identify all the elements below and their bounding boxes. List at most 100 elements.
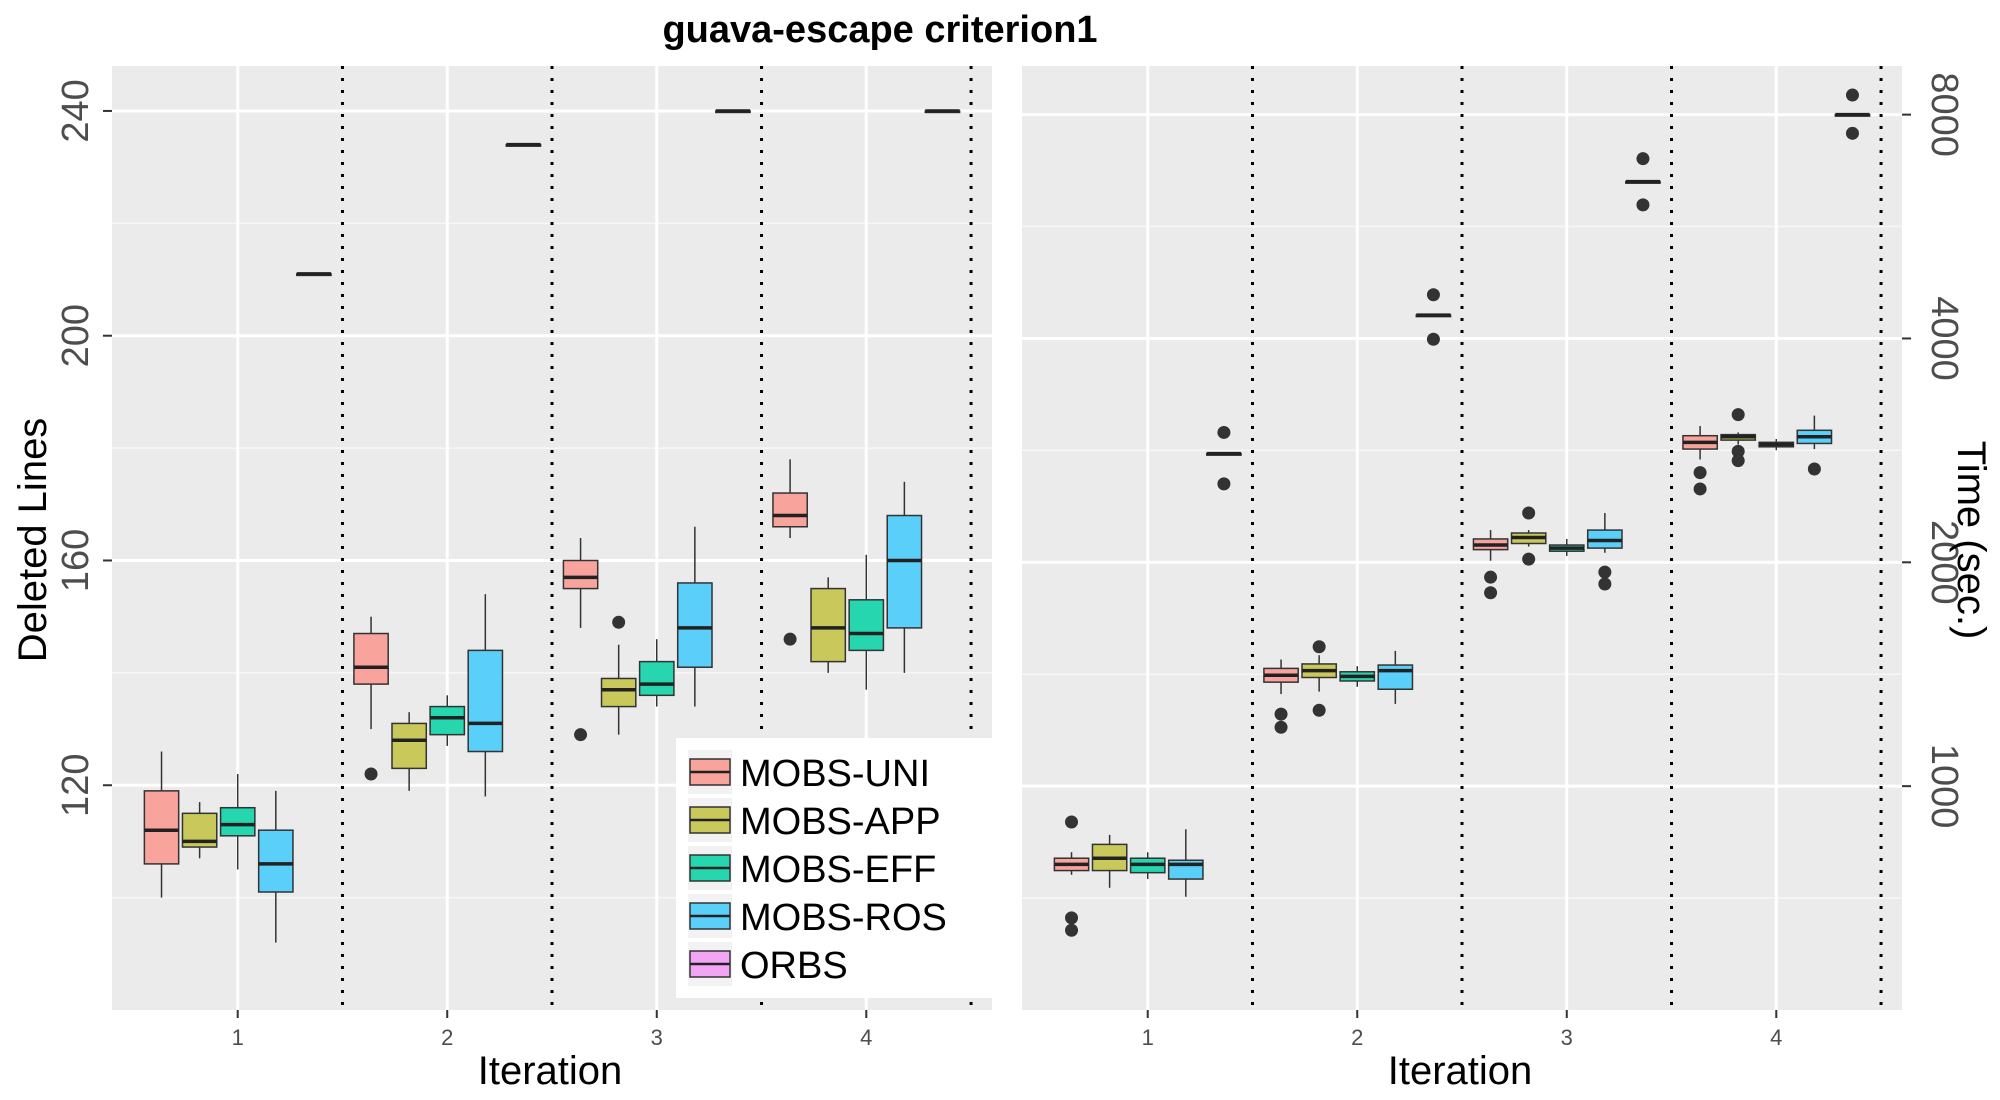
left-box-mobs-uni-3 [562,538,599,742]
right-box-mobs-eff-1 [1129,852,1166,880]
legend-label: ORBS [740,945,848,987]
legend-item-mobs-app: MOBS-APP [688,798,941,843]
legend-item-mobs-ros: MOBS-ROS [688,894,947,939]
left-box-mobs-eff-2 [429,695,466,746]
left-box-mobs-app-3 [600,615,637,735]
legend-item-mobs-uni: MOBS-UNI [688,750,930,795]
box-outlier [1693,482,1707,496]
legend-item-mobs-eff: MOBS-EFF [688,846,936,891]
box-outlier [1065,923,1079,937]
right-box-mobs-uni-3 [1472,530,1509,600]
box-body [562,559,599,590]
box-outlier [1217,425,1231,439]
left-box-mobs-eff-4 [848,554,885,690]
box-outlier [1312,640,1326,654]
left-panel: 120 160 200 240 1 2 3 4 [55,66,992,1050]
left-x-axis-title: Iteration [478,1049,623,1093]
box-outlier [1522,506,1536,520]
left-box-mobs-app-4 [810,577,847,673]
chart-title: guava-escape criterion1 [662,9,1097,51]
right-x-tick-label: 4 [1770,1025,1782,1050]
box-body [600,677,637,708]
box-outlier [1217,477,1231,491]
box-body [467,649,504,753]
box-outlier [1598,577,1612,591]
right-y-tick-label: 4000 [1923,296,1965,381]
box-outlier [1426,288,1440,302]
left-y-tick-label: 200 [55,304,97,367]
right-box-mobs-app-4 [1720,408,1757,468]
legend-label: MOBS-UNI [740,753,930,795]
left-box-orbs-2 [505,142,542,147]
box-body [848,599,885,652]
box-outlier [783,632,797,646]
box-outlier [1065,815,1079,829]
right-box-mobs-eff-3 [1548,538,1585,556]
left-y-tick-label: 240 [55,79,97,142]
box-outlier [1731,408,1745,422]
right-box-mobs-uni-2 [1263,659,1299,734]
box-outlier [612,615,626,629]
legend-label: MOBS-EFF [740,849,936,891]
right-y-tick-label: 1000 [1923,744,1965,829]
box-outlier [1636,152,1650,166]
right-x-tick-label: 1 [1142,1025,1154,1050]
right-x-tick-label: 2 [1351,1025,1363,1050]
box-body [353,632,389,685]
left-x-tick-label: 2 [441,1025,453,1050]
right-box-mobs-app-3 [1510,506,1547,566]
legend-label: MOBS-APP [740,801,941,843]
right-box-orbs-2 [1415,288,1452,346]
right-y-tick-label: 8000 [1923,72,1965,157]
box-outlier [1522,552,1536,566]
left-box-orbs-4 [924,109,961,114]
box-body [143,790,180,865]
left-box-orbs-1 [296,272,332,277]
right-x-tick-label: 3 [1561,1025,1573,1050]
left-box-mobs-app-2 [391,712,428,791]
left-box-mobs-uni-4 [772,459,808,646]
box-outlier [1274,707,1288,721]
box-outlier [1484,570,1498,584]
right-box-mobs-app-2 [1301,640,1338,717]
right-box-mobs-app-1 [1091,834,1128,888]
left-x-tick-label: 4 [860,1025,872,1050]
right-y-tick-label: 2000 [1923,520,1965,605]
right-box-mobs-uni-4 [1682,426,1718,496]
left-box-mobs-uni-1 [143,751,180,898]
box-outlier [1426,332,1440,346]
box-outlier [1845,88,1859,102]
box-outlier [364,767,378,781]
box-outlier [1731,444,1745,458]
box-outlier [1731,454,1745,468]
right-box-mobs-ros-1 [1167,829,1204,897]
left-box-mobs-app-1 [181,802,218,859]
left-box-mobs-ros-3 [676,526,713,707]
box-outlier [1693,466,1707,480]
box-outlier [1065,911,1079,925]
box-outlier [1274,720,1288,734]
left-box-mobs-eff-3 [638,639,675,707]
left-box-mobs-uni-2 [353,616,389,781]
left-y-tick-label: 160 [55,529,97,592]
right-box-mobs-eff-2 [1339,666,1376,687]
right-box-mobs-eff-4 [1758,438,1795,451]
legend: MOBS-UNI MOBS-APP MOBS-EFF MOBS-ROS ORBS [676,738,992,998]
right-x-axis-title: Iteration [1388,1049,1533,1093]
left-x-tick-label: 3 [651,1025,663,1050]
box-body [219,806,256,837]
box-outlier [1312,703,1326,717]
box-body [810,587,847,663]
box-body [676,582,713,668]
right-box-orbs-1 [1206,425,1242,491]
box-outlier [1598,565,1612,579]
box-body [429,705,466,736]
legend-label: MOBS-ROS [740,897,947,939]
left-box-mobs-eff-1 [219,774,256,870]
box-outlier [1845,126,1859,140]
box-body [772,492,808,528]
box-body [886,514,923,629]
right-box-mobs-ros-4 [1796,415,1833,476]
right-box-mobs-ros-2 [1377,650,1414,704]
box-outlier [1636,198,1650,212]
